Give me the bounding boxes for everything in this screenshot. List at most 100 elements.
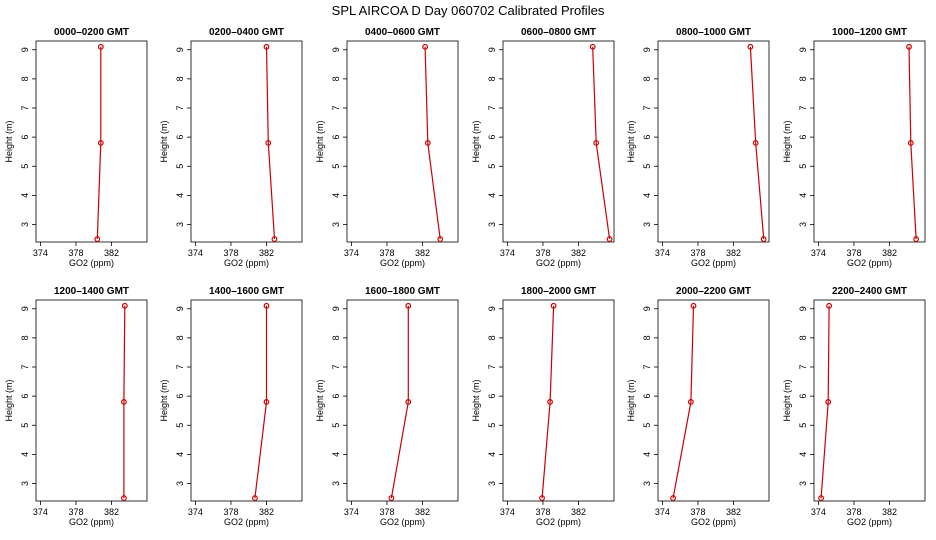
y-tick-label: 9 — [175, 47, 185, 52]
x-tick-label: 382 — [259, 507, 274, 517]
panel-1: 0200–0400 GMT 374 378 382 3 4 5 6 7 8 9 GO2 (ppm) He… — [159, 27, 303, 268]
panel-0: 0000–0200 GMT 374 378 382 3 4 5 6 7 8 9 GO2 (ppm) He… — [4, 27, 148, 268]
x-tick-label: 374 — [33, 507, 48, 517]
panel-frame — [346, 299, 459, 502]
panel-title: 2000–2200 GMT — [676, 286, 751, 297]
y-tick-label: 3 — [175, 222, 185, 227]
y-tick-label: 5 — [642, 423, 652, 428]
y-tick-label: 6 — [642, 135, 652, 140]
y-tick-label: 5 — [331, 164, 341, 169]
y-axis-label: Height (m) — [782, 120, 792, 162]
panel-frame — [35, 299, 148, 502]
y-tick-label: 6 — [175, 394, 185, 399]
profile-line — [592, 46, 611, 240]
profile-point — [752, 140, 759, 146]
y-tick-label: 3 — [642, 481, 652, 486]
y-tick-label: 9 — [175, 306, 185, 311]
profile-point — [437, 236, 444, 242]
panel-7: 1400–1600 GMT 374 378 382 3 4 5 6 7 8 9 GO2 (ppm) He… — [159, 286, 303, 527]
y-tick-label: 7 — [331, 105, 341, 110]
panel-2: 0400–0600 GMT 374 378 382 3 4 5 6 7 8 9 GO2 (ppm) He… — [315, 27, 459, 268]
profile-point — [818, 495, 825, 501]
panel-title: 1400–1600 GMT — [209, 286, 284, 297]
y-tick-label: 6 — [487, 394, 497, 399]
x-tick-label: 382 — [104, 248, 119, 258]
panel-11: 2200–2400 GMT 374 378 382 3 4 5 6 7 8 9 GO2 (ppm) He… — [782, 286, 926, 527]
x-tick-label: 382 — [571, 248, 586, 258]
x-axis-label: GO2 (ppm) — [691, 258, 736, 268]
panel-frame — [190, 299, 303, 502]
profile-point — [913, 236, 920, 242]
y-tick-label: 3 — [20, 222, 30, 227]
y-tick-label: 5 — [798, 164, 808, 169]
y-tick-label: 3 — [331, 222, 341, 227]
panel-title: 0200–0400 GMT — [209, 27, 284, 38]
y-tick-label: 4 — [798, 452, 808, 457]
profile-line — [820, 305, 830, 499]
profile-point — [121, 399, 127, 405]
y-tick-label: 4 — [798, 193, 808, 198]
panel-4: 0800–1000 GMT 374 378 382 3 4 5 6 7 8 9 GO2 (ppm) He… — [626, 27, 770, 268]
x-axis-label: GO2 (ppm) — [69, 517, 114, 527]
profile-line — [254, 305, 268, 499]
x-tick-label: 378 — [690, 248, 705, 258]
y-axis-label: Height (m) — [471, 120, 481, 162]
y-tick-label: 7 — [798, 105, 808, 110]
x-tick-label: 378 — [535, 507, 550, 517]
x-tick-label: 374 — [33, 248, 48, 258]
panel-9: 1800–2000 GMT 374 378 382 3 4 5 6 7 8 9 GO2 (ppm) He… — [471, 286, 615, 527]
y-tick-label: 5 — [798, 423, 808, 428]
y-tick-label: 4 — [20, 193, 30, 198]
x-tick-label: 382 — [882, 248, 897, 258]
y-axis-label: Height (m) — [626, 120, 636, 162]
y-tick-label: 9 — [642, 47, 652, 52]
y-tick-label: 8 — [331, 335, 341, 340]
x-tick-label: 378 — [223, 507, 238, 517]
y-tick-label: 7 — [487, 105, 497, 110]
profile-point — [405, 399, 412, 405]
x-tick-label: 378 — [379, 507, 394, 517]
profile-line — [96, 46, 102, 240]
y-tick-label: 4 — [487, 452, 497, 457]
y-tick-label: 9 — [487, 306, 497, 311]
profile-point — [94, 236, 101, 242]
y-tick-label: 6 — [331, 135, 341, 140]
profile-line — [424, 46, 441, 240]
profile-point — [121, 495, 127, 501]
x-tick-label: 382 — [571, 507, 586, 517]
x-tick-label: 378 — [379, 248, 394, 258]
panel-title: 2200–2400 GMT — [832, 286, 907, 297]
profile-point — [550, 302, 557, 309]
x-tick-label: 378 — [846, 507, 861, 517]
profile-point — [539, 495, 545, 501]
panel-title: 1200–1400 GMT — [54, 286, 129, 297]
y-tick-label: 7 — [20, 364, 30, 369]
profile-point — [388, 495, 395, 501]
y-tick-label: 8 — [798, 76, 808, 81]
panel-frame — [346, 40, 459, 243]
y-tick-label: 8 — [331, 76, 341, 81]
y-tick-label: 6 — [798, 394, 808, 399]
y-tick-label: 3 — [487, 222, 497, 227]
profile-line — [672, 305, 695, 499]
x-tick-label: 374 — [188, 507, 203, 517]
x-tick-label: 374 — [811, 507, 826, 517]
y-tick-label: 5 — [20, 423, 30, 428]
y-tick-label: 3 — [175, 481, 185, 486]
y-axis-label: Height (m) — [4, 379, 14, 421]
panel-title: 0400–0600 GMT — [365, 27, 440, 38]
y-tick-label: 7 — [175, 364, 185, 369]
y-tick-label: 7 — [20, 105, 30, 110]
panel-frame — [657, 299, 770, 502]
x-tick-label: 382 — [726, 248, 741, 258]
y-tick-label: 3 — [331, 481, 341, 486]
x-tick-label: 382 — [104, 507, 119, 517]
profile-line — [123, 305, 126, 499]
y-tick-label: 5 — [175, 164, 185, 169]
x-tick-label: 374 — [344, 507, 359, 517]
profile-point — [263, 399, 270, 405]
profile-line — [908, 46, 917, 240]
y-tick-label: 3 — [798, 222, 808, 227]
y-tick-label: 7 — [642, 364, 652, 369]
